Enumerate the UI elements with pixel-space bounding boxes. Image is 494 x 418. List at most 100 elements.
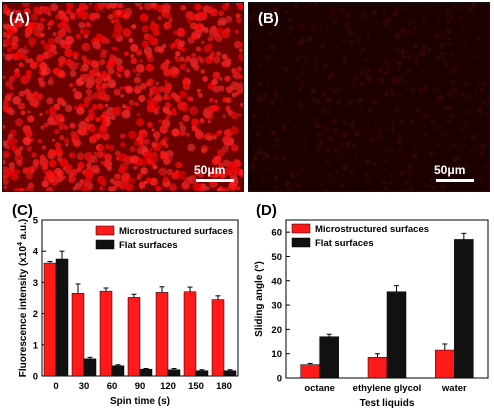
micrograph-speckle bbox=[389, 180, 393, 185]
micrograph-speckle bbox=[340, 67, 343, 71]
micrograph-speckle bbox=[68, 152, 75, 159]
micrograph-speckle bbox=[102, 128, 107, 133]
micrograph-speckle bbox=[267, 114, 271, 118]
micrograph-speckle bbox=[149, 78, 153, 82]
micrograph-speckle bbox=[440, 184, 446, 190]
micrograph-speckle bbox=[191, 125, 198, 132]
micrograph-speckle bbox=[314, 3, 318, 6]
micrograph-speckle bbox=[3, 175, 8, 180]
micrograph-speckle bbox=[76, 152, 85, 160]
micrograph-speckle bbox=[250, 86, 254, 90]
micrograph-speckle bbox=[406, 19, 413, 26]
micrograph-speckle bbox=[354, 153, 358, 157]
micrograph-speckle bbox=[114, 150, 121, 156]
micrograph-speckle bbox=[84, 152, 93, 161]
micrograph-speckle bbox=[40, 40, 45, 45]
micrograph-speckle bbox=[486, 97, 489, 102]
micrograph-speckle bbox=[465, 93, 472, 100]
micrograph-speckle bbox=[326, 86, 329, 90]
micrograph-speckle bbox=[120, 174, 130, 183]
x-axis-label: Test liquids bbox=[360, 398, 415, 409]
micrograph-speckle bbox=[36, 54, 45, 63]
micrograph-speckle bbox=[120, 94, 125, 98]
micrograph-speckle bbox=[270, 101, 276, 106]
micrograph-speckle bbox=[336, 155, 341, 160]
micrograph-speckle bbox=[130, 57, 138, 65]
micrograph-speckle bbox=[163, 68, 172, 77]
micrograph-speckle bbox=[274, 179, 277, 182]
micrograph-speckle bbox=[389, 127, 396, 134]
micrograph-speckle bbox=[253, 156, 258, 161]
micrograph-speckle bbox=[398, 92, 404, 98]
micrograph-speckle bbox=[208, 28, 218, 37]
micrograph-speckle bbox=[395, 55, 398, 58]
micrograph-speckle bbox=[231, 144, 239, 152]
legend-label: Flat surfaces bbox=[315, 238, 374, 249]
panel-label-c: (C) bbox=[12, 202, 33, 219]
micrograph-speckle bbox=[158, 86, 165, 92]
micrograph-speckle bbox=[360, 91, 363, 94]
y-tick-label: 40 bbox=[271, 276, 282, 287]
micrograph-speckle bbox=[212, 85, 220, 93]
micrograph-speckle bbox=[24, 186, 34, 191]
micrograph-speckle bbox=[349, 30, 355, 37]
micrograph-speckle bbox=[256, 96, 263, 102]
micrograph-speckle bbox=[431, 70, 435, 73]
micrograph-speckle bbox=[65, 143, 69, 147]
micrograph-speckle bbox=[287, 187, 290, 191]
micrograph-speckle bbox=[136, 118, 145, 127]
micrograph-speckle bbox=[435, 34, 440, 39]
micrograph-speckle bbox=[231, 112, 238, 120]
micrograph-speckle bbox=[124, 51, 129, 57]
micrograph-speckle bbox=[231, 67, 237, 74]
micrograph-speckle bbox=[423, 124, 426, 128]
micrograph-speckle bbox=[6, 47, 13, 53]
micrograph-speckle bbox=[476, 176, 480, 180]
micrograph-speckle bbox=[271, 99, 274, 103]
micrograph-speckle bbox=[22, 55, 28, 61]
micrograph-speckle bbox=[407, 115, 410, 118]
micrograph-speckle bbox=[133, 76, 141, 84]
micrograph-speckle bbox=[73, 105, 78, 110]
bar bbox=[43, 262, 57, 377]
micrograph-speckle bbox=[251, 113, 257, 120]
micrograph-speckle bbox=[446, 41, 452, 47]
micrograph-speckle bbox=[421, 85, 428, 92]
micrograph-speckle bbox=[20, 110, 26, 116]
micrograph-speckle bbox=[47, 26, 51, 30]
micrograph-speckle bbox=[32, 28, 41, 37]
micrograph-speckle bbox=[238, 74, 243, 79]
micrograph-speckle bbox=[462, 34, 465, 37]
micrograph-speckle bbox=[151, 141, 158, 148]
micrograph-speckle bbox=[236, 17, 242, 24]
micrograph-speckle bbox=[378, 134, 383, 139]
micrograph-speckle bbox=[215, 130, 221, 136]
micrograph-speckle bbox=[459, 142, 463, 146]
micrograph-speckle bbox=[411, 153, 418, 160]
micrograph-speckle bbox=[322, 187, 329, 191]
micrograph-speckle bbox=[105, 39, 110, 44]
micrograph-speckle bbox=[412, 145, 416, 149]
micrograph-speckle bbox=[449, 16, 453, 20]
micrograph-speckle bbox=[146, 81, 152, 87]
micrograph-speckle bbox=[407, 55, 412, 59]
micrograph-speckle bbox=[131, 24, 137, 30]
micrograph-speckle bbox=[100, 160, 105, 165]
panel-label-b: (B) bbox=[258, 10, 279, 27]
micrograph-speckle bbox=[16, 159, 23, 166]
micrograph-speckle bbox=[407, 165, 412, 170]
micrograph-speckle bbox=[272, 8, 279, 14]
micrograph-speckle bbox=[336, 144, 342, 150]
micrograph-speckle bbox=[236, 3, 240, 6]
micrograph-speckle bbox=[409, 119, 414, 125]
micrograph-speckle bbox=[268, 165, 271, 168]
bar bbox=[435, 349, 455, 379]
micrograph-speckle bbox=[164, 101, 171, 109]
micrograph-speckle bbox=[391, 120, 395, 125]
micrograph-speckle bbox=[158, 119, 162, 123]
micrograph-speckle bbox=[122, 104, 127, 109]
micrograph-speckle bbox=[94, 159, 98, 163]
micrograph-speckle bbox=[187, 96, 192, 102]
micrograph-speckle bbox=[114, 180, 122, 188]
fluorescence-image-b bbox=[248, 2, 490, 192]
